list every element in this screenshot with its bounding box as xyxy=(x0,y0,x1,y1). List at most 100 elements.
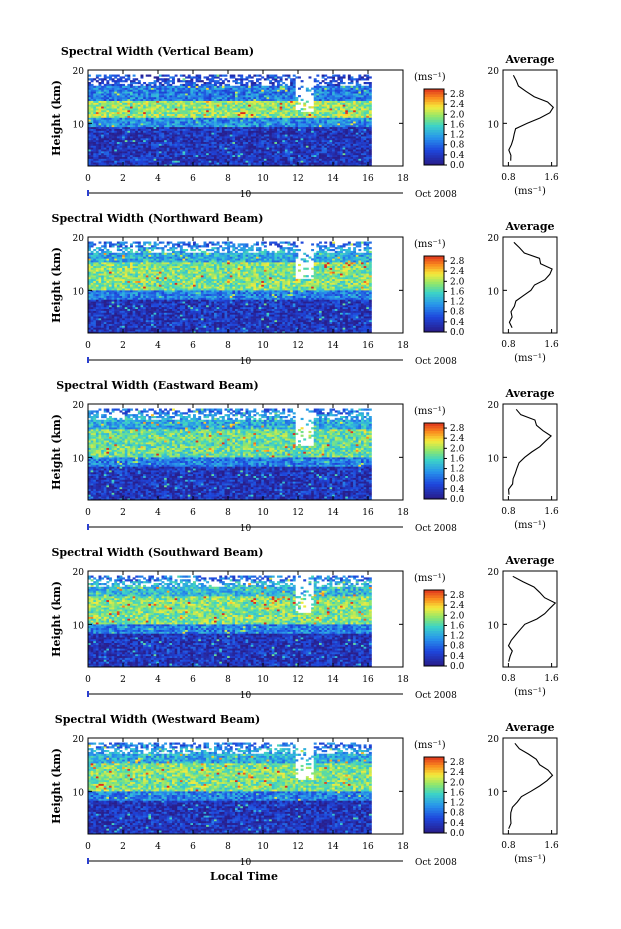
heatmap-cell xyxy=(292,89,296,92)
heatmap-cell xyxy=(111,162,115,165)
heatmap-cell xyxy=(193,149,196,152)
heatmap-cell xyxy=(114,124,118,128)
heatmap-cell xyxy=(300,117,304,120)
heatmap-cell xyxy=(245,85,249,88)
heatmap-cell xyxy=(347,128,351,131)
heatmap-cell xyxy=(303,147,307,150)
heatmap-cell xyxy=(326,152,330,156)
heatmap-cell xyxy=(342,87,346,90)
heatmap-cell xyxy=(316,130,320,133)
heatmap-cell xyxy=(101,138,105,141)
heatmap-cell xyxy=(229,134,233,137)
heatmap-cell xyxy=(334,124,338,128)
heatmap-cell xyxy=(248,110,252,113)
heatmap-cell xyxy=(111,117,115,120)
heatmap-cell xyxy=(224,160,228,163)
heatmap-cell xyxy=(195,138,199,141)
heatmap-cell xyxy=(256,134,259,137)
heatmap-cell xyxy=(111,111,115,115)
heatmap-cell xyxy=(261,111,265,115)
heatmap-cell xyxy=(156,104,160,107)
heatmap-cell xyxy=(208,74,212,77)
heatmap-cell xyxy=(308,164,312,167)
heatmap-cell xyxy=(116,130,120,133)
heatmap-cell xyxy=(137,132,141,135)
heatmap-cell xyxy=(172,85,175,88)
heatmap-cell xyxy=(88,124,91,128)
heatmap-cell xyxy=(158,162,162,165)
heatmap-cell xyxy=(200,85,204,88)
heatmap-cell xyxy=(103,147,107,150)
heatmap-cell xyxy=(256,151,259,154)
heatmap-cell xyxy=(190,149,194,152)
heatmap-cell xyxy=(292,138,296,141)
heatmap-cell xyxy=(311,111,315,115)
heatmap-cell xyxy=(361,96,364,100)
heatmap-cell xyxy=(156,134,160,137)
heatmap-cell xyxy=(195,151,199,154)
heatmap-cell xyxy=(266,145,270,148)
heatmap-cell xyxy=(266,108,270,111)
heatmap-cell xyxy=(261,154,265,157)
heatmap-cell xyxy=(361,134,364,137)
heatmap-cell xyxy=(242,93,246,96)
heatmap-cell xyxy=(111,113,115,116)
heatmap-cell xyxy=(303,158,307,161)
heatmap-cell xyxy=(319,115,322,118)
heatmap-cell xyxy=(140,104,144,107)
heatmap-cell xyxy=(179,115,183,118)
heatmap-cell xyxy=(208,136,212,139)
heatmap-cell xyxy=(208,123,212,126)
heatmap-cell xyxy=(366,85,370,88)
heatmap-cell xyxy=(111,134,115,137)
heatmap-cell xyxy=(114,128,118,131)
heatmap-cell xyxy=(103,138,107,141)
heatmap-cell xyxy=(337,87,341,90)
heatmap-cell xyxy=(263,104,267,107)
heatmap-cell xyxy=(124,115,128,118)
heatmap-cell xyxy=(166,110,170,113)
heatmap-cell xyxy=(219,96,223,100)
heatmap-cell xyxy=(253,106,257,109)
heatmap-cell xyxy=(101,128,105,131)
heatmap-cell xyxy=(214,152,217,156)
heatmap-cell xyxy=(340,106,343,109)
heatmap-cell xyxy=(140,87,144,90)
heatmap-cell xyxy=(119,95,123,98)
heatmap-cell xyxy=(334,149,338,152)
colorbar-swatch xyxy=(424,124,444,128)
heatmap-cell xyxy=(290,141,294,144)
heatmap-cell xyxy=(337,123,341,126)
heatmap-cell xyxy=(203,89,207,92)
heatmap-cell xyxy=(90,85,94,88)
heatmap-cell xyxy=(127,138,131,141)
heatmap-cell xyxy=(345,128,349,131)
heatmap-cell xyxy=(90,126,94,129)
heatmap-cell xyxy=(342,110,346,113)
heatmap-cell xyxy=(290,152,294,156)
heatmap-cell xyxy=(363,110,367,113)
heatmap-cell xyxy=(326,154,330,157)
heatmap-cell xyxy=(300,143,304,146)
heatmap-cell xyxy=(116,102,120,105)
heatmap-cell xyxy=(266,119,270,122)
heatmap-cell xyxy=(153,83,157,87)
heatmap-cell xyxy=(103,126,107,129)
heatmap-cell xyxy=(363,87,367,90)
heatmap-cell xyxy=(235,154,238,157)
heatmap-cell xyxy=(214,117,217,120)
heatmap-cell xyxy=(316,152,320,156)
heatmap-cell xyxy=(132,145,136,148)
heatmap-cell xyxy=(363,89,367,92)
heatmap-cell xyxy=(122,102,126,105)
heatmap-cell xyxy=(242,119,246,122)
heatmap-cell xyxy=(271,164,275,167)
heatmap-cell xyxy=(332,76,336,79)
heatmap-cell xyxy=(292,113,296,116)
heatmap-cell xyxy=(321,113,325,116)
heatmap-cell xyxy=(263,113,267,116)
heatmap-cell xyxy=(334,96,338,100)
heatmap-cell xyxy=(137,93,141,96)
heatmap-cell xyxy=(221,143,225,146)
heatmap-cell xyxy=(124,121,128,124)
